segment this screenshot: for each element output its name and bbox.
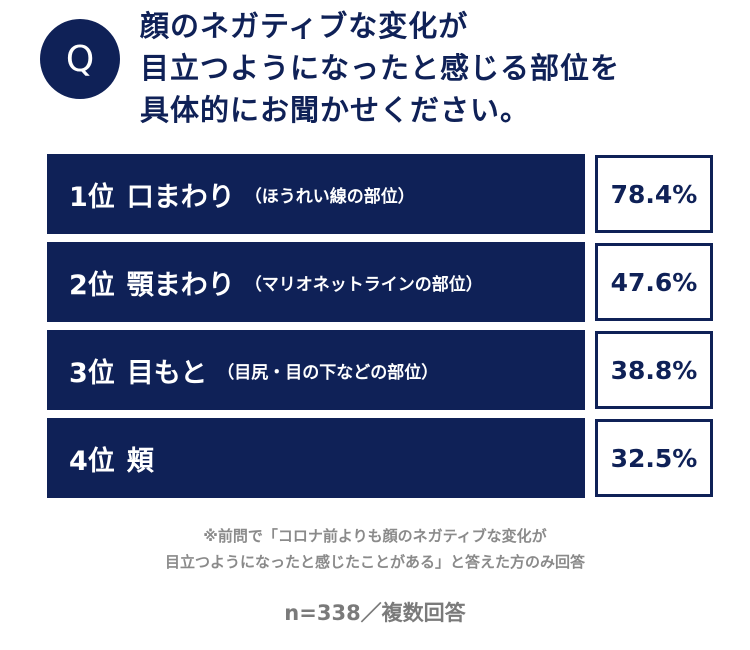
category-note: （ほうれい線の部位） [244, 186, 415, 207]
rank-label: 2位 [69, 269, 115, 301]
rank-label: 4位 [69, 445, 115, 477]
question-line: 顔のネガティブな変化が [140, 9, 469, 43]
value-label: 78.4% [595, 155, 713, 233]
question-text: 顔のネガティブな変化が 目立つようになったと感じる部位を 具体的にお聞かせくださ… [140, 5, 730, 131]
sample-size: n=338／複数回答 [284, 601, 466, 625]
rank-label: 1位 [69, 181, 115, 213]
value-label: 32.5% [595, 419, 713, 497]
question-badge: Q [40, 19, 120, 99]
category-note: （マリオネットラインの部位） [244, 274, 483, 295]
question-line: 目立つようになったと感じる部位を [140, 51, 621, 85]
ranking-bar: 2位 顎まわり （マリオネットラインの部位） [47, 242, 585, 322]
footnote-line: 目立つようになったと感じたことがある」と答えた方のみ回答 [164, 553, 585, 571]
footnote-line: ※前問で「コロナ前よりも顔のネガティブな変化が [203, 527, 547, 545]
category-label: 頬 [126, 445, 154, 477]
value-label: 47.6% [595, 243, 713, 321]
ranking-bar: 4位頬 [47, 418, 585, 498]
category-note: （目尻・目の下などの部位） [217, 362, 439, 383]
category-label: 目もと [126, 357, 208, 389]
ranking-bar: 1位 口まわり （ほうれい線の部位） [47, 154, 585, 234]
value-label: 38.8% [595, 331, 713, 409]
category-label: 口まわり [126, 181, 235, 213]
rank-label: 3位 [69, 357, 115, 389]
ranking-bar: 3位 目もと （目尻・目の下などの部位） [47, 330, 585, 410]
question-line: 具体的にお聞かせください。 [140, 93, 531, 127]
category-label: 顎まわり [126, 269, 235, 301]
footnote: ※前問で「コロナ前よりも顔のネガティブな変化が 目立つようになったと感じたことが… [0, 523, 750, 575]
